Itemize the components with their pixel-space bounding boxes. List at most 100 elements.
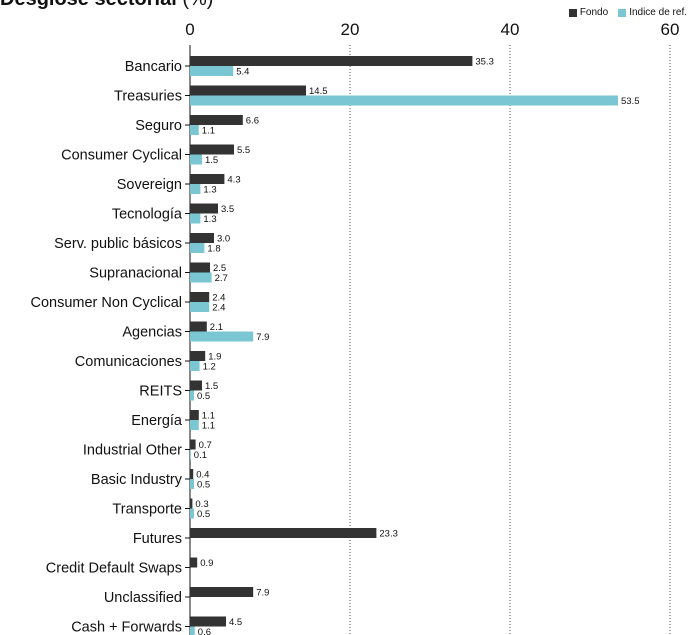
category-label: Seguro <box>135 118 182 134</box>
data-label-fondo: 4.3 <box>227 175 240 186</box>
data-label-fondo: 0.7 <box>199 440 212 451</box>
bar-fondo <box>190 233 214 243</box>
data-label-fondo: 0.4 <box>196 470 209 481</box>
legend-entry-fondo: Fondo <box>568 7 609 18</box>
data-label-fondo: 2.5 <box>213 263 226 274</box>
legend-label-fondo: Fondo <box>579 7 609 18</box>
data-label-fondo: 6.6 <box>246 116 259 127</box>
x-tick-label-20: 20 <box>341 20 360 39</box>
data-label-indice: 7.9 <box>256 332 269 343</box>
data-label-indice: 0.5 <box>197 391 210 402</box>
bar-fondo <box>190 85 306 96</box>
data-label-indice: 1.1 <box>202 421 215 432</box>
bar-indice <box>190 66 234 76</box>
bar-indice <box>190 626 195 635</box>
bar-indice <box>190 95 618 106</box>
bar-indice <box>190 243 205 253</box>
category-label: Consumer Cyclical <box>61 148 182 164</box>
category-label: Cash + Forwards <box>71 620 182 635</box>
data-label-fondo: 3.5 <box>221 204 234 215</box>
bar-fondo <box>190 380 202 391</box>
bar-indice <box>190 479 194 489</box>
bar-fondo <box>190 56 473 66</box>
category-label: Basic Industry <box>91 472 183 488</box>
bar-indice <box>190 184 201 194</box>
data-label-indice: 0.6 <box>198 627 211 635</box>
bar-fondo <box>190 262 210 273</box>
data-label-fondo: 23.3 <box>379 529 398 540</box>
bar-fondo <box>190 144 234 155</box>
data-label-fondo: 2.4 <box>212 293 225 304</box>
data-label-indice: 5.4 <box>236 67 249 78</box>
data-label-fondo: 7.9 <box>256 588 269 599</box>
x-tick-label-0: 0 <box>185 20 194 39</box>
data-label-fondo: 1.5 <box>205 381 218 392</box>
bar-fondo <box>190 557 198 568</box>
data-label-fondo: 2.1 <box>210 322 223 333</box>
bar-fondo <box>190 321 207 332</box>
category-label: Consumer Non Cyclical <box>31 295 183 311</box>
bar-fondo <box>190 292 210 302</box>
bar-fondo <box>190 351 206 361</box>
data-label-indice: 1.2 <box>203 362 216 373</box>
x-tick-label-40: 40 <box>501 20 520 39</box>
chart-title: Desglose sectorial (%) <box>0 0 213 11</box>
category-label: Unclassified <box>104 590 182 606</box>
bar-indice <box>190 302 210 312</box>
bar-fondo <box>190 469 194 479</box>
data-label-indice: 0.5 <box>197 509 210 520</box>
data-label-indice: 1.5 <box>205 155 218 166</box>
legend-label-indice: Indice de ref. <box>629 7 687 18</box>
bar-fondo <box>190 498 193 509</box>
bar-indice <box>190 361 200 371</box>
data-label-indice: 0.5 <box>197 480 210 491</box>
bar-indice <box>190 449 191 460</box>
category-label: Transporte <box>112 502 182 518</box>
data-label-indice: 0.1 <box>194 450 207 461</box>
category-label: Credit Default Swaps <box>46 561 182 577</box>
data-label-indice: 1.3 <box>203 185 216 196</box>
data-label-fondo: 14.5 <box>309 86 328 97</box>
legend: Fondo Indice de ref. <box>568 7 687 18</box>
category-label: Serv. public básicos <box>54 236 182 252</box>
category-label: REITS <box>139 384 182 400</box>
chart-title-unit: (%) <box>182 0 213 10</box>
chart-title-main: Desglose sectorial <box>0 0 177 10</box>
x-tick-label-60: 60 <box>661 20 680 39</box>
bar-indice <box>190 420 199 430</box>
bar-fondo <box>190 528 377 538</box>
data-label-indice: 1.1 <box>202 126 215 137</box>
data-label-indice: 2.4 <box>212 303 225 314</box>
bar-indice <box>190 272 212 283</box>
bar-fondo <box>190 439 196 450</box>
category-label: Sovereign <box>117 177 182 193</box>
data-label-fondo: 5.5 <box>237 145 250 156</box>
category-label: Energía <box>131 413 183 429</box>
category-label: Supranacional <box>89 266 182 282</box>
data-label-fondo: 0.3 <box>195 499 208 510</box>
data-label-fondo: 0.9 <box>200 558 213 569</box>
category-label: Industrial Other <box>83 443 182 459</box>
data-label-indice: 1.8 <box>207 244 220 255</box>
bar-fondo <box>190 410 199 420</box>
category-label: Treasuries <box>114 89 182 105</box>
category-label: Futures <box>133 531 182 547</box>
data-label-fondo: 35.3 <box>475 57 494 68</box>
bar-indice <box>190 390 194 401</box>
bar-indice <box>190 213 201 224</box>
bar-indice <box>190 508 194 519</box>
data-label-fondo: 4.5 <box>229 617 242 628</box>
bar-fondo <box>190 203 218 214</box>
category-label: Agencias <box>122 325 182 341</box>
data-label-indice: 53.5 <box>621 96 640 107</box>
data-label-fondo: 3.0 <box>217 234 230 245</box>
bar-fondo <box>190 587 254 597</box>
bar-indice <box>190 154 202 165</box>
category-label: Tecnología <box>112 207 183 223</box>
legend-swatch-fondo <box>568 8 577 17</box>
bar-fondo <box>190 174 225 184</box>
data-label-fondo: 1.1 <box>202 411 215 422</box>
category-label: Bancario <box>125 59 182 75</box>
bar-indice <box>190 331 254 342</box>
